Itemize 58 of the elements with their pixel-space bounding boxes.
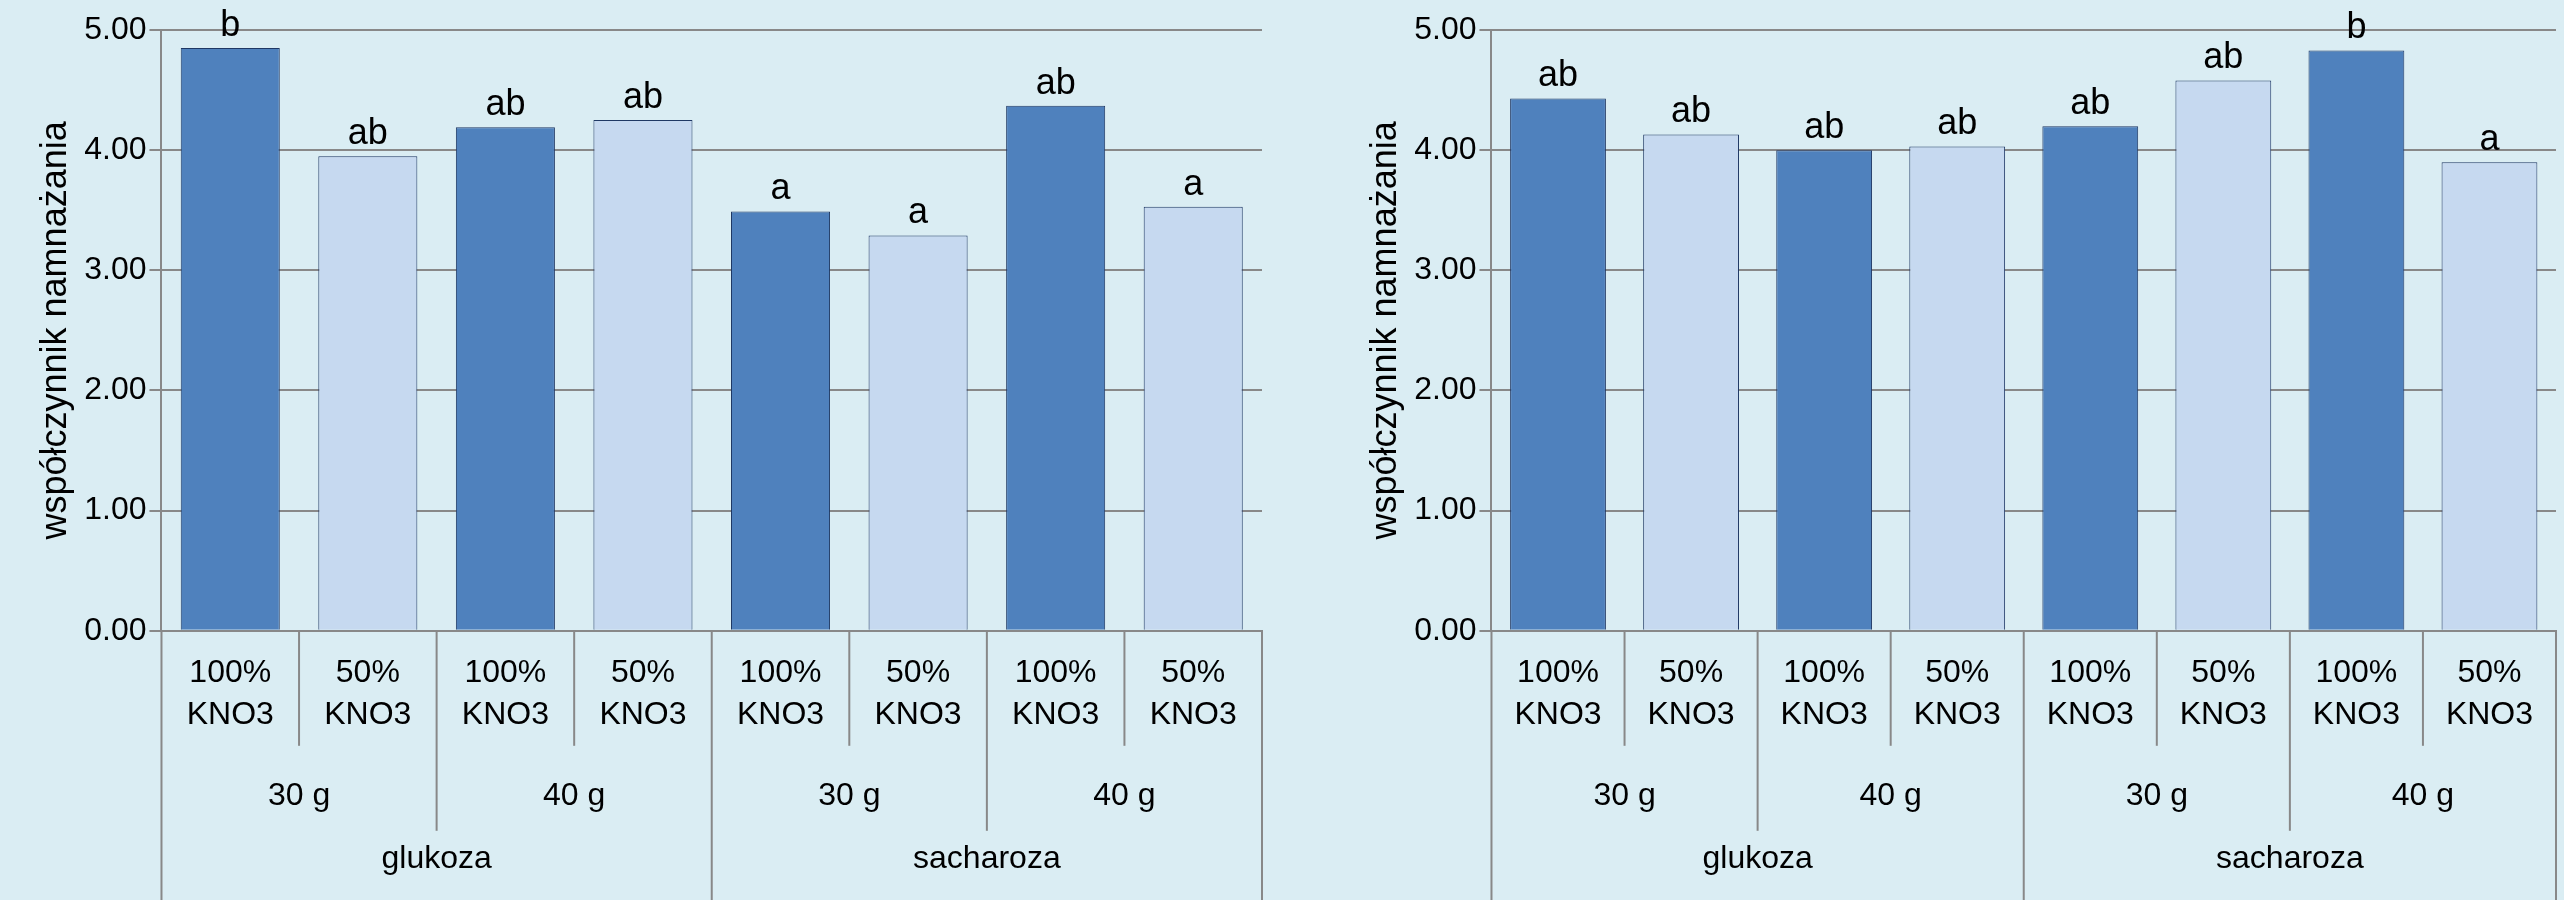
- x-tick-label: 50% KNO3: [599, 653, 687, 732]
- x-tick-label: 50% KNO3: [1647, 653, 1735, 732]
- data-label: b: [2346, 5, 2367, 47]
- x-tick-label: 50% KNO3: [324, 653, 412, 732]
- y-tick-label: 2.00: [84, 370, 147, 407]
- y-tick-label: 1.00: [84, 490, 147, 527]
- data-label: ab: [347, 111, 388, 153]
- text: 30 g: [267, 775, 331, 812]
- data-label: b: [220, 2, 241, 44]
- text: 30 g: [818, 775, 881, 812]
- x-tick-label: 100% KNO3: [461, 653, 549, 732]
- y-axis-title: współczynnik namnażania: [1362, 120, 1404, 541]
- data-label: a: [1183, 161, 1205, 203]
- text: 40 g: [543, 775, 606, 812]
- data-label: ab: [1937, 101, 1978, 143]
- text: 30 g: [2125, 775, 2188, 812]
- text: sacharoza: [913, 838, 1061, 875]
- x-tick-label: 100% KNO3: [186, 653, 274, 732]
- x-tick-label: 100% KNO3: [2046, 653, 2134, 732]
- y-tick-label: 3.00: [1414, 250, 1477, 287]
- text: 30 g: [1593, 775, 1656, 812]
- data-label: a: [770, 166, 792, 208]
- data-label: ab: [1537, 53, 1579, 95]
- y-tick-label: 4.00: [84, 129, 147, 166]
- x-tick-label: 100% KNO3: [2312, 653, 2400, 732]
- data-label: ab: [485, 82, 526, 124]
- y-tick-label: 2.00: [1414, 370, 1477, 407]
- x-tick-label: 100% KNO3: [1514, 653, 1602, 732]
- y-tick-label: 0.00: [84, 610, 147, 647]
- y-tick-label: 4.00: [1414, 129, 1477, 166]
- data-label: ab: [1035, 60, 1076, 102]
- y-axis-title: współczynnik namnażania: [32, 120, 74, 541]
- y-tick-label: 1.00: [1414, 490, 1477, 527]
- x-tick-label: 100% KNO3: [736, 653, 825, 732]
- y-tick-label: 5.00: [84, 9, 147, 46]
- data-label: ab: [2203, 35, 2244, 77]
- y-tick-label: 3.00: [84, 250, 147, 287]
- x-tick-label: 100% KNO3: [1012, 653, 1100, 732]
- data-label: ab: [1804, 105, 1845, 147]
- text: sacharoza: [2216, 838, 2364, 875]
- data-label: a: [908, 190, 930, 232]
- x-tick-label: 50% KNO3: [1913, 653, 2001, 732]
- y-tick-label: 5.00: [1414, 9, 1477, 46]
- x-tick-label: 50% KNO3: [2179, 653, 2267, 732]
- data-label: ab: [622, 75, 663, 117]
- text: glukoza: [381, 838, 492, 875]
- text: 40 g: [1093, 775, 1156, 812]
- text: glukoza: [1702, 838, 1813, 875]
- x-tick-label: 50% KNO3: [2445, 653, 2534, 732]
- data-label: ab: [1671, 89, 1712, 131]
- x-tick-label: 100% KNO3: [1780, 653, 1868, 732]
- data-label: ab: [2070, 81, 2111, 123]
- text: 40 g: [1859, 775, 1922, 812]
- x-tick-label: 50% KNO3: [1149, 653, 1237, 732]
- x-tick-label: 50% KNO3: [874, 653, 962, 732]
- text: 40 g: [2391, 775, 2455, 812]
- y-tick-label: 0.00: [1414, 610, 1477, 647]
- data-label: a: [2479, 117, 2501, 159]
